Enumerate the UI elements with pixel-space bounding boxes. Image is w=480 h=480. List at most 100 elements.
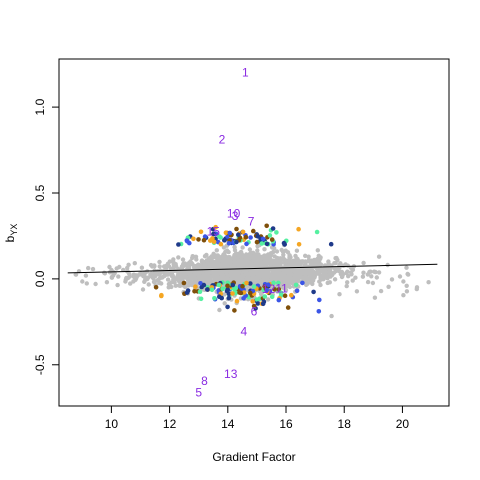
x-tick-label: 14: [221, 417, 235, 431]
highlighted-point: [293, 282, 299, 288]
highlighted-point: [254, 297, 260, 302]
background-point: [93, 281, 98, 287]
highlighted-point: [260, 236, 266, 242]
background-point: [223, 264, 229, 269]
background-point: [157, 259, 162, 265]
y-tick-label: 0.5: [33, 184, 47, 201]
background-point: [313, 258, 318, 263]
background-point: [196, 262, 201, 268]
highlighted-point: [274, 230, 279, 235]
background-point: [260, 254, 265, 260]
highlighted-point: [226, 295, 232, 301]
background-point: [318, 275, 323, 281]
background-point: [354, 289, 360, 294]
background-point: [247, 247, 253, 252]
x-tick-label: 12: [163, 417, 177, 431]
background-point: [322, 268, 328, 273]
highlighted-point: [240, 283, 245, 289]
highlighted-point: [248, 281, 253, 286]
highlighted-point: [202, 234, 208, 239]
background-point: [325, 280, 330, 286]
point-label: 15: [207, 225, 221, 239]
highlighted-point: [244, 280, 249, 286]
background-point: [284, 258, 290, 264]
background-point: [214, 248, 219, 253]
highlighted-point: [201, 282, 207, 288]
highlighted-point: [236, 232, 241, 237]
highlighted-point: [278, 290, 284, 296]
highlighted-point: [311, 289, 316, 295]
background-point: [175, 277, 180, 282]
background-point: [225, 273, 231, 279]
background-point: [215, 269, 221, 274]
point-label: 11: [275, 281, 288, 295]
background-point: [306, 270, 312, 275]
background-point: [259, 261, 264, 266]
y-tick-label: 1.0: [33, 98, 47, 115]
background-point: [183, 284, 188, 290]
fit-line-group: [67, 263, 438, 274]
highlighted-point: [243, 234, 249, 240]
highlighted-point: [294, 288, 300, 294]
highlighted-point: [272, 287, 277, 292]
background-point: [192, 281, 198, 286]
highlighted-point: [227, 230, 233, 236]
background-point: [237, 276, 243, 282]
background-point: [90, 266, 96, 272]
background-point: [275, 277, 280, 282]
background-point: [142, 279, 147, 284]
highlighted-point: [210, 236, 215, 241]
y-tick-label: 0.0: [33, 270, 47, 287]
highlighted-point: [316, 309, 322, 314]
background-point: [295, 274, 300, 280]
background-point: [121, 267, 126, 273]
highlighted-point: [264, 287, 270, 293]
background-point: [376, 254, 382, 259]
background-point: [344, 270, 349, 276]
highlighted-point: [198, 229, 204, 235]
background-point: [73, 272, 79, 277]
highlighted-point: [271, 280, 276, 286]
background-point: [211, 251, 216, 256]
highlighted-point: [234, 226, 239, 232]
background-point: [277, 270, 282, 275]
highlighted-point: [296, 226, 301, 232]
x-axis-title: Gradient Factor: [212, 450, 295, 464]
background-point: [337, 292, 342, 297]
background-point: [332, 266, 337, 271]
background-point: [263, 277, 269, 282]
background-point: [317, 256, 323, 262]
highlighted-point: [244, 241, 249, 247]
background-point: [84, 281, 90, 286]
background-point: [332, 277, 338, 282]
background-point: [193, 265, 198, 271]
point-label: 4: [240, 324, 247, 338]
highlighted-point: [276, 287, 282, 292]
background-point: [307, 259, 312, 264]
background-point: [426, 280, 431, 285]
highlighted-point: [248, 290, 253, 296]
highlighted-point: [198, 296, 204, 302]
background-point: [206, 273, 211, 278]
background-point: [259, 291, 264, 296]
background-point: [172, 263, 177, 268]
background-point: [237, 254, 243, 259]
background-point: [376, 270, 382, 275]
background-point: [264, 265, 269, 270]
highlighted-point: [255, 234, 260, 239]
highlighted-point: [269, 237, 275, 242]
highlighted-point: [205, 287, 210, 292]
background-point: [401, 279, 406, 284]
background-point: [360, 274, 366, 279]
background-point: [270, 270, 275, 275]
background-point: [350, 278, 355, 283]
background-point: [176, 255, 181, 260]
highlighted-point: [270, 226, 276, 231]
background-point: [169, 271, 174, 276]
highlighted-point: [296, 242, 302, 247]
background-point: [207, 261, 212, 267]
background-point: [303, 253, 308, 258]
background-point: [278, 258, 283, 263]
background-point: [188, 277, 193, 282]
